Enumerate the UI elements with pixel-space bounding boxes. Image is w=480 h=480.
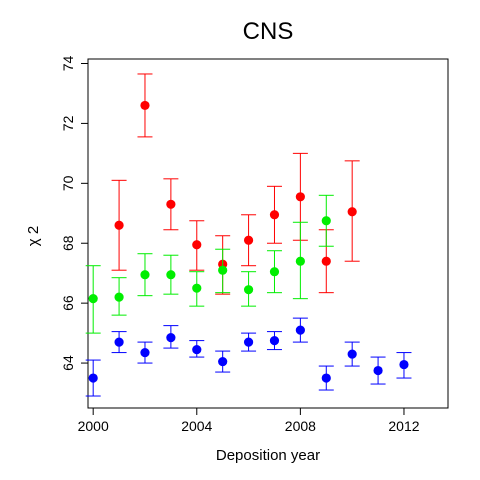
data-point xyxy=(218,356,228,367)
y-tick-label: 70 xyxy=(60,175,76,191)
x-axis: 2000 2004 2008 2012 xyxy=(78,408,420,434)
x-tick-label: 2012 xyxy=(388,418,419,434)
y-axis-label: χ 2 xyxy=(25,226,42,246)
y-tick-label: 74 xyxy=(60,55,76,71)
x-tick-label: 2008 xyxy=(285,418,316,434)
data-point xyxy=(295,192,305,202)
data-point xyxy=(321,373,331,383)
data-point xyxy=(114,292,124,302)
y-tick-label: 66 xyxy=(60,295,76,311)
data-point xyxy=(243,235,254,245)
data-point xyxy=(166,270,176,280)
data-point xyxy=(166,199,176,209)
data-point xyxy=(140,347,150,358)
x-tick-label: 2000 xyxy=(78,418,109,434)
y-axis: 64 66 68 70 72 74 xyxy=(60,55,88,371)
data-point xyxy=(321,216,331,226)
data-point xyxy=(140,270,150,280)
chart-title: CNS xyxy=(243,18,294,45)
data-point xyxy=(88,294,98,304)
plot-frame xyxy=(87,58,449,409)
data-point xyxy=(373,365,383,376)
data-point xyxy=(347,349,357,359)
x-tick-label: 2004 xyxy=(181,418,212,434)
data-series xyxy=(85,194,334,334)
series-layer xyxy=(85,73,412,397)
data-point xyxy=(347,207,357,217)
data-point xyxy=(269,210,280,220)
y-tick-label: 68 xyxy=(60,235,76,251)
data-point xyxy=(166,333,176,343)
data-point xyxy=(269,335,280,346)
data-point xyxy=(192,344,202,355)
data-point xyxy=(114,337,124,347)
data-point xyxy=(192,240,202,250)
data-point xyxy=(192,283,202,293)
data-point xyxy=(321,256,331,266)
data-point xyxy=(269,267,280,277)
data-point xyxy=(295,325,305,335)
x-axis-label: Deposition year xyxy=(216,447,320,464)
data-point xyxy=(88,373,98,383)
data-point xyxy=(114,220,124,230)
y-tick-label: 72 xyxy=(60,115,76,131)
y-tick-label: 64 xyxy=(60,355,76,371)
data-point xyxy=(295,256,305,266)
data-point xyxy=(218,265,228,275)
data-point xyxy=(140,100,150,111)
data-point xyxy=(399,359,409,370)
data-point xyxy=(243,337,254,347)
data-series xyxy=(85,317,412,397)
data-point xyxy=(243,285,254,295)
